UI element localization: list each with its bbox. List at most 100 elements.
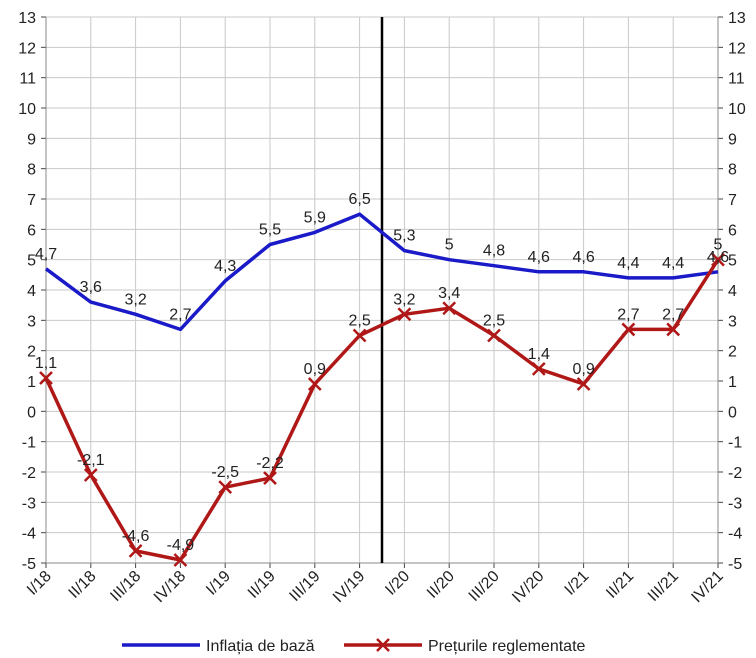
data-point-x-marker [39, 371, 53, 385]
data-label: -4,9 [167, 537, 195, 554]
data-point-x-marker [263, 471, 277, 485]
y-tick-label-left: 9 [27, 131, 36, 148]
data-label: 2,7 [617, 306, 639, 323]
data-point-x-marker [487, 328, 501, 343]
data-label: 1,4 [528, 346, 550, 363]
y-tick-label-left: 1 [27, 374, 36, 391]
data-point-x-marker [621, 322, 636, 337]
y-tick-label-right: 9 [728, 131, 737, 148]
y-tick-label-left: 8 [27, 162, 36, 179]
y-tick-label-right: 12 [728, 40, 746, 57]
y-tick-label-right: 8 [728, 162, 737, 179]
data-point-x-marker [531, 361, 546, 376]
y-tick-label-right: 5 [728, 253, 737, 270]
x-tick-label: IV/20 [509, 568, 548, 607]
data-label: 4,6 [707, 249, 729, 266]
y-tick-label-right: 4 [728, 283, 737, 300]
y-tick-label-left: 6 [27, 222, 36, 239]
y-tick-label-left: -5 [22, 556, 36, 573]
data-label: -2,5 [211, 464, 239, 481]
data-label: 4,4 [662, 255, 684, 272]
data-label: 2,7 [169, 306, 191, 323]
x-tick-label: II/20 [424, 568, 458, 602]
y-tick-label-left: -1 [22, 435, 36, 452]
data-point-x-marker [352, 328, 367, 343]
x-tick-label: III/21 [645, 568, 682, 605]
x-tick-label: IV/21 [688, 568, 727, 607]
y-tick-label-left: 2 [27, 344, 36, 361]
data-label: -2,2 [256, 455, 284, 472]
y-tick-label-right: 13 [728, 10, 746, 27]
x-tick-label: III/20 [466, 568, 503, 605]
data-label: 4,6 [572, 249, 594, 266]
y-tick-label-left: -3 [22, 495, 36, 512]
data-point-x-marker [128, 543, 143, 558]
y-tick-label-right: -4 [728, 526, 742, 543]
y-tick-label-right: -1 [728, 435, 742, 452]
data-label: 0,9 [304, 361, 326, 378]
data-label: 5,3 [393, 228, 415, 245]
data-label: 4,6 [528, 249, 550, 266]
legend-label: Inflația de bază [206, 638, 315, 655]
y-tick-label-right: 7 [728, 192, 737, 209]
data-point-x-marker [307, 377, 322, 391]
data-label: 4,8 [483, 243, 505, 260]
x-tick-label: II/18 [66, 568, 100, 602]
data-point-x-marker [83, 468, 98, 482]
y-tick-label-left: -2 [22, 465, 36, 482]
data-point-x-marker [576, 377, 591, 391]
data-label: 2,7 [662, 306, 684, 323]
y-tick-label-right: 6 [728, 222, 737, 239]
series-line-core-inflation [44, 212, 719, 332]
x-tick-label: III/19 [286, 568, 323, 605]
data-label: 4,7 [35, 246, 57, 263]
series-line-regulated-prices [44, 258, 720, 562]
data-point-x-marker [397, 307, 412, 322]
y-tick-label-right: 10 [728, 101, 746, 118]
data-label: 6,5 [348, 191, 370, 208]
data-labels: 4,7 3,6 3,2 2,7 4,3 5,5 5,9 6,5 5,3 5 4,8 4,6 4,6 4,4… [35, 191, 729, 554]
x-tick-label: IV/18 [151, 568, 190, 607]
y-tick-label-left: 13 [18, 10, 36, 27]
x-tick-label: III/18 [107, 568, 144, 605]
y-tick-label-left: 0 [27, 404, 36, 421]
data-label: -2,1 [77, 452, 105, 469]
legend-label: Prețurile reglementate [428, 638, 586, 655]
legend-x-marker [376, 638, 390, 652]
data-label: 2,5 [483, 313, 505, 330]
data-label: 3,2 [393, 291, 415, 308]
data-point-x-marker [711, 252, 725, 267]
data-label: 5 [445, 237, 454, 254]
data-point-x-marker [218, 480, 233, 495]
data-label: 3,2 [124, 291, 146, 308]
data-label: 4,4 [617, 255, 639, 272]
y-tick-label-left: 10 [18, 101, 36, 118]
data-label: 4,3 [214, 258, 236, 275]
data-label: 1,1 [35, 355, 57, 372]
y-tick-label-right: -5 [728, 556, 742, 573]
x-tick-label: I/19 [203, 568, 234, 599]
x-tick-label: I/21 [562, 568, 593, 599]
y-tick-label-left: 7 [27, 192, 36, 209]
y-tick-label-left: -4 [22, 526, 36, 543]
y-tick-label-left: 3 [27, 313, 36, 330]
y-tick-label-left: 11 [19, 71, 36, 88]
data-label: 2,5 [348, 313, 370, 330]
data-label: 0,9 [572, 361, 594, 378]
x-tick-label: II/21 [603, 568, 637, 602]
data-label: 3,4 [438, 285, 460, 302]
y-tick-label-right: 11 [728, 71, 745, 88]
y-tick-label-left: 4 [27, 283, 36, 300]
data-label: 3,6 [80, 279, 102, 296]
y-tick-label-left: 5 [27, 253, 36, 270]
y-tick-label-right: 1 [728, 374, 737, 391]
x-tick-label: I/20 [382, 568, 413, 599]
data-label: 5,9 [304, 209, 326, 226]
y-tick-label-right: -2 [728, 465, 742, 482]
y-tick-label-right: 2 [728, 344, 737, 361]
x-tick-label: II/19 [245, 568, 279, 602]
series-group [39, 212, 725, 567]
y-tick-label-right: -3 [728, 495, 742, 512]
data-point-x-marker [666, 322, 681, 337]
data-point-x-marker [173, 553, 188, 567]
